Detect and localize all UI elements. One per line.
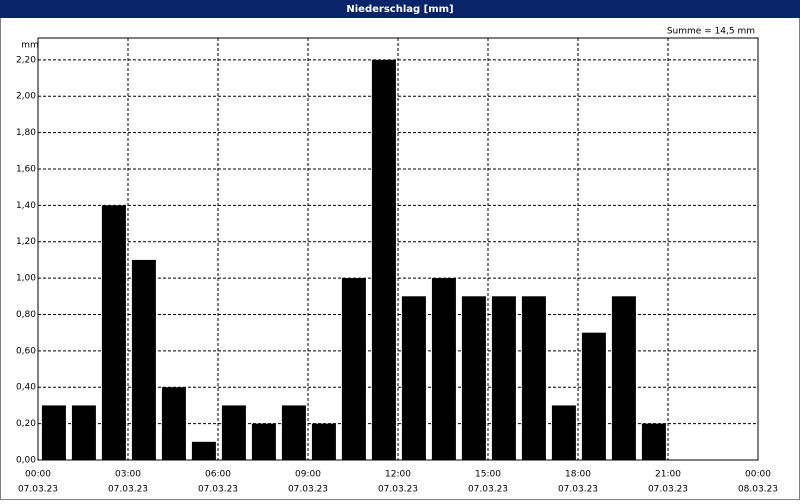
bar xyxy=(371,59,396,461)
x-tick-label: 18:00 xyxy=(565,470,591,480)
y-tick-label: 1,60 xyxy=(16,164,36,174)
bar xyxy=(551,405,576,460)
x-tick-date: 07.03.23 xyxy=(108,485,148,495)
title-bar xyxy=(0,0,800,18)
x-tick-label: 09:00 xyxy=(295,470,321,480)
y-tick-label: 1,40 xyxy=(16,201,36,211)
x-tick-label: 15:00 xyxy=(475,470,501,480)
x-tick-label: 12:00 xyxy=(385,470,411,480)
x-tick-date: 08.03.23 xyxy=(738,485,778,495)
bar xyxy=(281,405,306,460)
y-tick-label: 0,20 xyxy=(16,419,36,429)
x-tick-label: 06:00 xyxy=(205,470,231,480)
y-tick-label: 0,00 xyxy=(16,456,36,466)
x-tick-date: 07.03.23 xyxy=(18,485,58,495)
bar xyxy=(431,278,456,460)
x-tick-date: 07.03.23 xyxy=(378,485,418,495)
x-tick-label: 21:00 xyxy=(655,470,681,480)
bar xyxy=(101,205,126,460)
y-tick-label: 0,40 xyxy=(16,383,36,393)
y-axis-label: mm xyxy=(21,41,39,51)
x-tick-label: 00:00 xyxy=(25,470,51,480)
bar xyxy=(191,441,216,460)
y-tick-label: 1,80 xyxy=(16,128,36,138)
x-tick-date: 07.03.23 xyxy=(288,485,328,495)
y-tick-label: 0,80 xyxy=(16,310,36,320)
x-tick-date: 07.03.23 xyxy=(558,485,598,495)
bar xyxy=(521,296,546,460)
chart-title: Niederschlag [mm] xyxy=(346,4,453,15)
x-tick-date: 07.03.23 xyxy=(468,485,508,495)
bar xyxy=(41,405,66,460)
bar xyxy=(611,296,636,460)
y-tick-label: 1,20 xyxy=(16,237,36,247)
y-tick-label: 2,20 xyxy=(16,55,36,65)
bar xyxy=(641,423,666,460)
bar xyxy=(71,405,96,460)
x-tick-date: 07.03.23 xyxy=(648,485,688,495)
y-tick-label: 0,60 xyxy=(16,346,36,356)
plot-border xyxy=(37,37,759,461)
bar xyxy=(461,296,486,460)
bar xyxy=(161,387,186,460)
bar xyxy=(581,332,606,460)
annotation: Summe = 14,5 mm xyxy=(667,27,755,37)
bar xyxy=(221,405,246,460)
x-tick-date: 07.03.23 xyxy=(198,485,238,495)
bar xyxy=(341,278,366,460)
x-tick-label: 00:00 xyxy=(745,470,771,480)
bar xyxy=(401,296,426,460)
bar xyxy=(251,423,276,460)
bar xyxy=(311,423,336,460)
x-tick-label: 03:00 xyxy=(115,470,141,480)
y-tick-label: 1,00 xyxy=(16,274,36,284)
bar xyxy=(131,259,156,460)
bar xyxy=(491,296,516,460)
y-tick-label: 2,00 xyxy=(16,92,36,102)
